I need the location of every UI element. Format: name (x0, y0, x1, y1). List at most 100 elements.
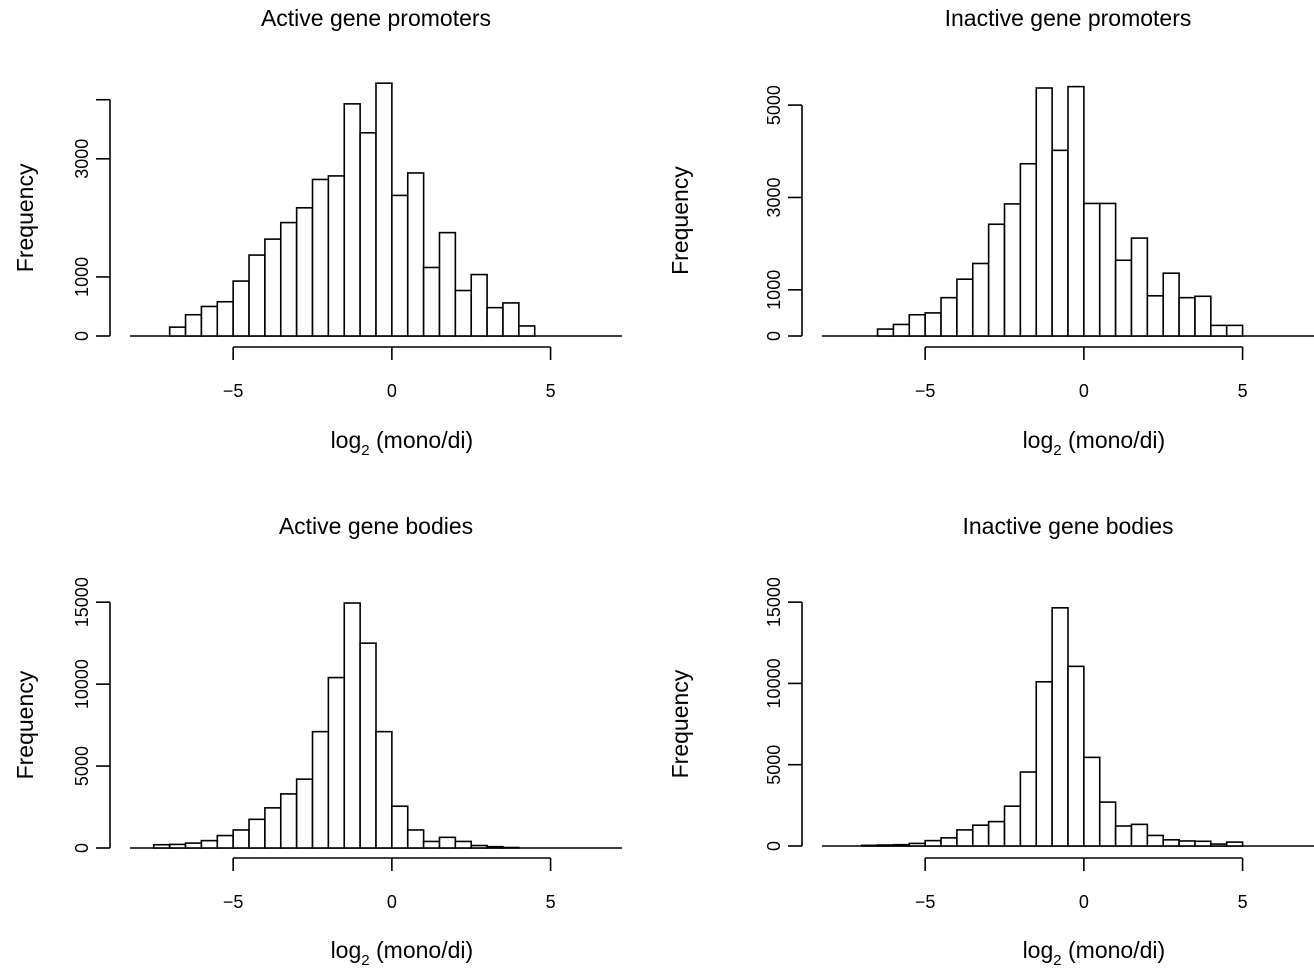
chart-title: Inactive gene promoters (945, 5, 1192, 31)
histogram-bar (281, 223, 297, 336)
histogram-bar (376, 83, 392, 336)
histogram-bar (1195, 841, 1211, 846)
histogram-bar (217, 836, 233, 848)
chart-title: Active gene promoters (261, 5, 491, 31)
histogram-bar (1179, 841, 1195, 846)
histogram-bar (878, 329, 894, 336)
x-tick-label: 0 (1079, 381, 1089, 401)
y-tick-label: 3000 (764, 177, 784, 217)
histogram-bar (217, 302, 233, 336)
histogram-bar (439, 233, 455, 336)
y-tick-label: 3000 (72, 139, 92, 179)
y-axis-label: Frequency (12, 163, 38, 272)
histogram-bar (392, 195, 408, 336)
histogram-bar (233, 830, 249, 848)
histogram-bar (186, 315, 202, 336)
histogram-svg: Inactive gene bodies050001000015000Frequ… (657, 484, 1314, 967)
histogram-bar (1100, 802, 1116, 846)
histogram-bar (313, 179, 329, 336)
histogram-bar (909, 315, 925, 336)
histogram-bar (1227, 325, 1243, 336)
histogram-bar (170, 327, 186, 336)
histogram-bar (376, 732, 392, 848)
histogram-bar (1036, 88, 1052, 336)
y-tick-label: 0 (72, 331, 92, 341)
histogram-bar (455, 291, 471, 336)
histogram-bar (170, 844, 186, 848)
y-tick-label: 0 (764, 331, 784, 341)
x-tick-label: 5 (1238, 381, 1248, 401)
histogram-bar (201, 306, 217, 336)
histogram-bar (1005, 204, 1021, 336)
histogram-bar (313, 732, 329, 848)
histogram-svg: Inactive gene promoters0100030005000Freq… (657, 0, 1314, 484)
histogram-bar (249, 255, 265, 336)
histogram-bar (1163, 840, 1179, 846)
histogram-bar (1005, 806, 1021, 846)
x-tick-label: −5 (915, 381, 936, 401)
histogram-bar (1052, 608, 1068, 846)
y-tick-label: 5000 (764, 85, 784, 125)
histogram-bar (1211, 844, 1227, 846)
histogram-bar (1163, 273, 1179, 336)
histogram-svg: Active gene promoters010003000Frequency−… (0, 0, 657, 484)
histogram-bar (408, 173, 424, 336)
histogram-bar (1020, 164, 1036, 336)
histogram-bar (201, 841, 217, 848)
histogram-bar (265, 808, 281, 848)
y-tick-label: 10000 (72, 659, 92, 709)
histogram-bar (1100, 203, 1116, 336)
x-axis-label: log2 (mono/di) (331, 427, 474, 459)
histogram-bar (154, 845, 170, 848)
x-axis-label: log2 (mono/di) (1023, 427, 1166, 459)
histogram-bar (973, 263, 989, 336)
histogram-bar (957, 279, 973, 336)
histogram-bar (1227, 842, 1243, 846)
histogram-bar (1036, 682, 1052, 846)
histogram-bar (973, 825, 989, 846)
y-tick-label: 1000 (72, 257, 92, 297)
histogram-bar (941, 298, 957, 336)
histogram-bar (424, 267, 440, 336)
histogram-bar (957, 830, 973, 846)
x-tick-label: 5 (1238, 892, 1248, 912)
histogram-bar (1116, 260, 1132, 336)
histogram-bar (297, 208, 313, 336)
x-tick-label: 0 (387, 892, 397, 912)
histogram-bar (909, 843, 925, 846)
histogram-bar (328, 176, 344, 336)
histogram-bar (1179, 298, 1195, 336)
x-axis-label: log2 (mono/di) (1023, 937, 1166, 967)
histogram-bar (878, 845, 894, 846)
histogram-bar (1116, 826, 1132, 846)
histogram-bar (1131, 824, 1147, 846)
histogram-bar (1211, 325, 1227, 336)
histogram-bar (1195, 296, 1211, 336)
histogram-bar (344, 104, 360, 336)
histogram-bar (1147, 835, 1163, 846)
histogram-bar (249, 819, 265, 848)
y-axis-label: Frequency (667, 669, 693, 778)
histogram-bar (925, 841, 941, 846)
y-tick-label: 0 (764, 841, 784, 851)
y-tick-label: 1000 (764, 270, 784, 310)
histogram-bar (424, 841, 440, 848)
y-tick-label: 15000 (764, 577, 784, 627)
x-tick-label: 5 (546, 892, 556, 912)
histogram-bar (503, 303, 519, 336)
histogram-bar (487, 847, 503, 848)
chart-title: Inactive gene bodies (963, 513, 1174, 539)
histogram-bar (925, 313, 941, 336)
histogram-bar (487, 308, 503, 336)
x-tick-label: 0 (1079, 892, 1089, 912)
y-tick-label: 5000 (72, 746, 92, 786)
histogram-bar (360, 133, 376, 336)
histogram-bar (281, 794, 297, 848)
y-tick-label: 5000 (764, 745, 784, 785)
histogram-bar (893, 324, 909, 336)
histogram-bar (392, 806, 408, 848)
histogram-bar (1084, 757, 1100, 846)
